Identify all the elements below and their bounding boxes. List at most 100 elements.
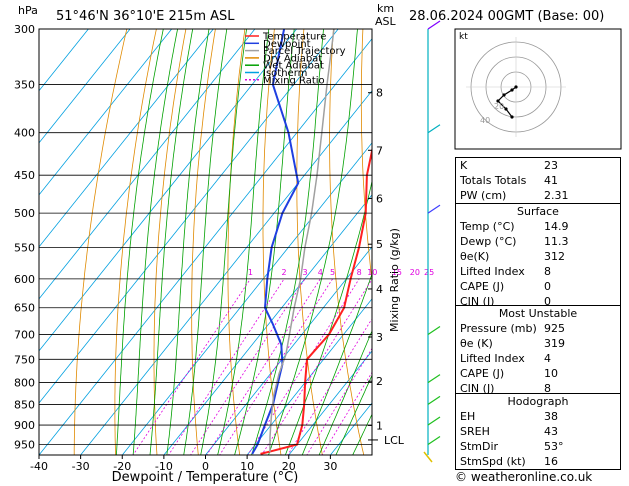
hodograph-point xyxy=(510,115,514,119)
mixing-ratio-label: 20 xyxy=(410,268,420,277)
wet-adiabat-line xyxy=(149,29,194,455)
mixing-ratio-line xyxy=(190,278,306,455)
isotherm-line xyxy=(39,38,372,455)
dry-adiabat-line xyxy=(114,29,157,455)
height-tick-label: 3 xyxy=(376,331,383,344)
surface-label: Temp (°C) xyxy=(460,220,515,233)
lcl-label: LCL xyxy=(384,434,405,447)
surface-row: θe(K) 312 xyxy=(456,249,620,264)
mu-value: 319 xyxy=(544,337,565,350)
surface-label: Lifted Index xyxy=(460,265,525,278)
mixing-ratio-line xyxy=(219,278,333,455)
mixing-ratio-label: 4 xyxy=(318,268,323,277)
wind-barb xyxy=(427,124,441,134)
dry-adiabat-line xyxy=(329,29,365,455)
pressure-tick-label: 850 xyxy=(14,398,35,411)
height-tick-label: 4 xyxy=(376,283,383,296)
wet-adiabat-line xyxy=(115,29,164,455)
dry-adiabat-line xyxy=(360,29,372,284)
hodo-value: 38 xyxy=(544,410,558,423)
x-axis-label: Dewpoint / Temperature (°C) xyxy=(112,470,299,485)
temperature-tick-label: 20 xyxy=(282,460,296,473)
hodograph-kt-label: kt xyxy=(459,32,468,42)
legend-label: Temperature xyxy=(262,32,326,43)
mixing-ratio-line xyxy=(206,278,321,455)
wet-adiabat-line xyxy=(318,329,372,455)
hodo-label: StmDir xyxy=(460,440,499,453)
mixing-ratio-line xyxy=(287,318,372,455)
mu-label: Pressure (mb) xyxy=(460,322,537,335)
most-unstable-panel: Most Unstable Pressure (mb) 925 θe (K) 319… xyxy=(455,305,621,397)
surface-value: 312 xyxy=(544,250,565,263)
wind-barb xyxy=(427,416,441,426)
isotherm-line xyxy=(39,29,173,196)
isotherm-line xyxy=(39,29,131,144)
surface-label: CIN (J) xyxy=(460,295,495,308)
temperature-tick-label: -20 xyxy=(113,460,131,473)
mu-row: Lifted Index 4 xyxy=(456,351,620,366)
height-tick-label: 5 xyxy=(376,238,383,251)
hodo-label: EH xyxy=(460,410,476,423)
km-label: km xyxy=(377,2,394,15)
indices-panel: K 23 Totals Totals 41 PW (cm) 2.31 xyxy=(455,157,621,204)
mixing-ratio-line xyxy=(261,278,372,455)
isotherm-line xyxy=(39,29,214,248)
index-row: PW (cm) 2.31 xyxy=(456,188,620,203)
mixing-ratio-label: 2 xyxy=(282,268,287,277)
surface-value: 0 xyxy=(544,295,551,308)
index-label: K xyxy=(460,159,468,172)
mu-label: θe (K) xyxy=(460,337,493,350)
pressure-tick-label: 650 xyxy=(14,302,35,315)
series-dewpoint xyxy=(251,29,300,455)
mixing-ratio-label: 3 xyxy=(302,268,307,277)
hodo-value: 16 xyxy=(544,455,558,468)
index-value: 23 xyxy=(544,159,558,172)
mu-value: 8 xyxy=(544,382,551,395)
isotherm-line xyxy=(39,29,297,352)
hodo-row: StmDir 53° xyxy=(456,439,620,454)
mixing-ratio-axis-label: Mixing Ratio (g/kg) xyxy=(388,228,401,332)
hodograph-ring-label: 20 xyxy=(494,102,504,111)
mu-row: CAPE (J) 10 xyxy=(456,366,620,381)
height-tick-label: 2 xyxy=(376,375,383,388)
wind-barb xyxy=(427,436,441,446)
height-tick-label: 6 xyxy=(376,192,383,205)
pressure-tick-label: 500 xyxy=(14,207,35,220)
mixing-ratio-line xyxy=(306,347,372,455)
mu-value: 4 xyxy=(544,352,551,365)
mixing-ratio-line xyxy=(321,371,372,455)
surface-row: Lifted Index 8 xyxy=(456,264,620,279)
surface-value: 0 xyxy=(544,280,551,293)
hodograph-ring-label: 40 xyxy=(480,116,490,125)
hodo-label: SREH xyxy=(460,425,490,438)
mixing-ratio-label: 1 xyxy=(248,268,253,277)
pressure-tick-label: 950 xyxy=(14,439,35,452)
wind-barb xyxy=(427,20,441,30)
wet-adiabat-line xyxy=(183,29,228,455)
pressure-tick-label: 350 xyxy=(14,79,35,92)
isotherm-line xyxy=(288,350,372,455)
legend-label: Wet Adiabat xyxy=(263,61,324,72)
hodograph-point xyxy=(504,107,508,111)
height-tick-label: 8 xyxy=(376,87,383,100)
wind-barb xyxy=(427,325,441,335)
surface-label: CAPE (J) xyxy=(460,280,505,293)
isotherm-line xyxy=(163,194,372,455)
hodograph-point xyxy=(496,99,500,103)
hodo-value: 43 xyxy=(544,425,558,438)
pressure-tick-label: 600 xyxy=(14,273,35,286)
mu-row: θe (K) 319 xyxy=(456,336,620,351)
surface-label: Dewp (°C) xyxy=(460,235,517,248)
height-tick-label: 1 xyxy=(376,419,383,432)
isotherm-line xyxy=(39,29,339,404)
dry-adiabat-line xyxy=(227,29,246,455)
dry-adiabat-line xyxy=(73,29,128,455)
hodo-row: EH 38 xyxy=(456,409,620,424)
mu-row: CIN (J) 8 xyxy=(456,381,620,396)
temperature-tick-label: -10 xyxy=(155,460,173,473)
pressure-tick-label: 900 xyxy=(14,419,35,432)
pressure-tick-label: 300 xyxy=(14,23,35,36)
pressure-tick-label: 550 xyxy=(14,242,35,255)
mu-label: Lifted Index xyxy=(460,352,525,365)
